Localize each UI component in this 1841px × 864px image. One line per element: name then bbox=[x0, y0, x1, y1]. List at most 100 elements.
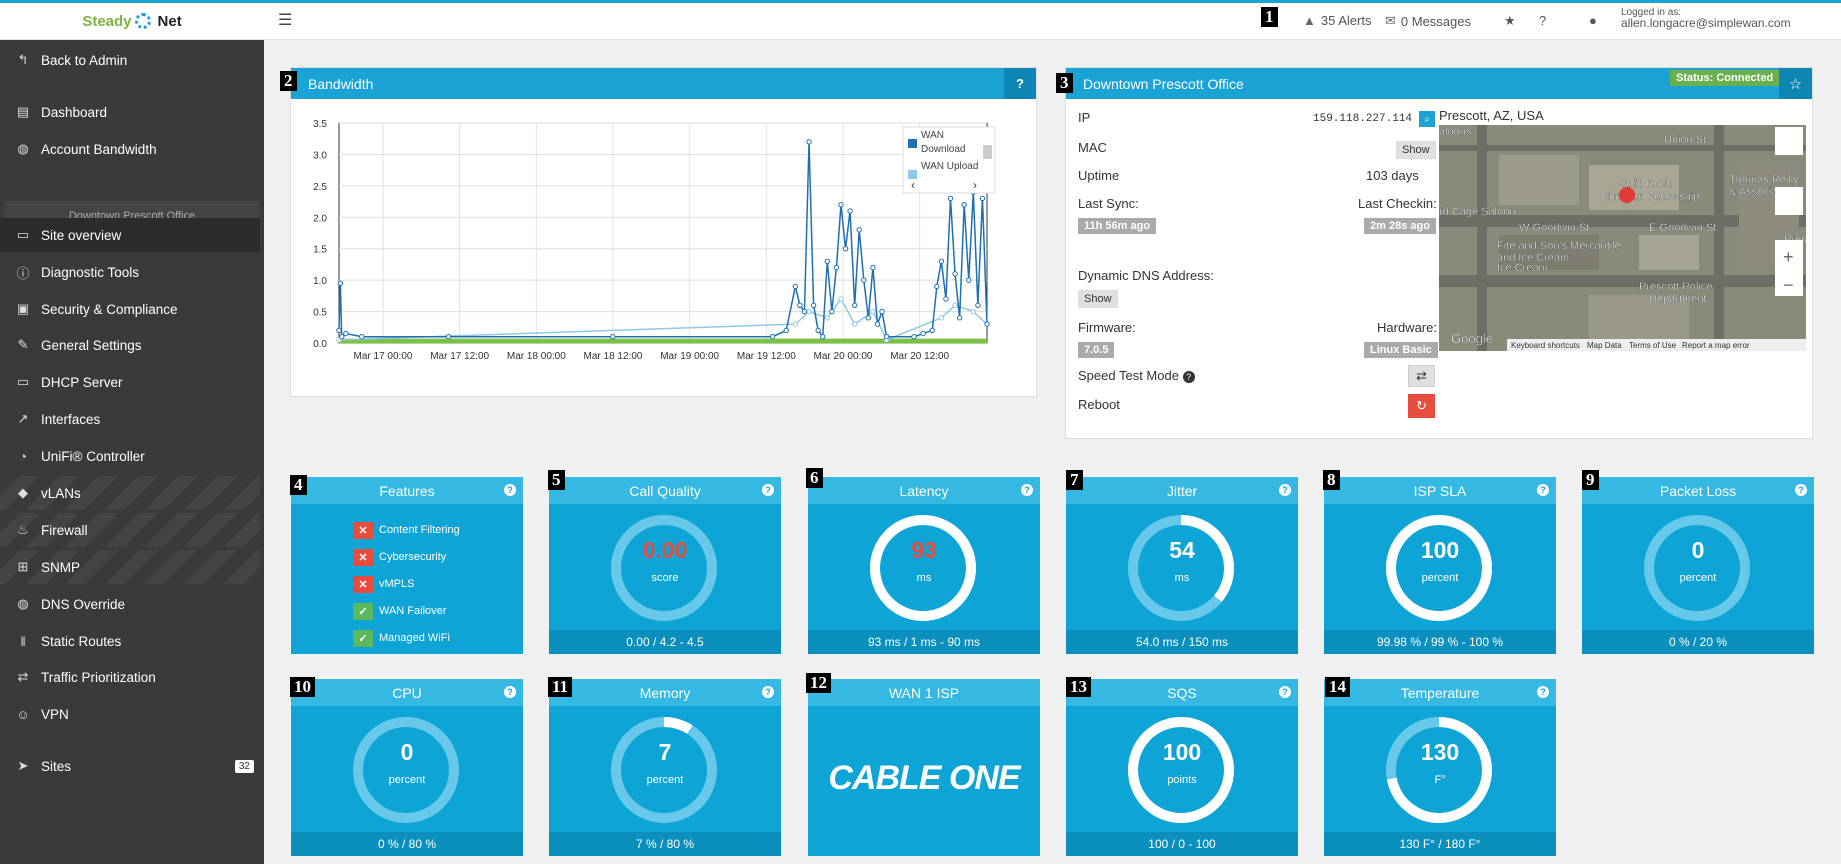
speedtest-toggle-button[interactable]: ⇄ bbox=[1408, 365, 1435, 387]
site-panel: Downtown Prescott Office Status: Connect… bbox=[1065, 67, 1813, 439]
site-map[interactable]: Union St Solid Rock Christian Fellowship Th… bbox=[1439, 125, 1806, 351]
map-footer-link[interactable]: Keyboard shortcuts bbox=[1511, 341, 1580, 350]
map-layers-button[interactable] bbox=[1775, 127, 1803, 155]
legend-prev-icon[interactable]: ‹ bbox=[911, 178, 915, 192]
map-zoom-control[interactable] bbox=[1775, 240, 1803, 296]
hamburger-menu-icon[interactable]: ☰ bbox=[278, 12, 293, 29]
data-point bbox=[336, 327, 342, 334]
sidebar-item-account-bandwidth[interactable]: ◍ Account Bandwidth bbox=[0, 132, 260, 166]
alerts-link[interactable]: ▲ 35 Alerts bbox=[1303, 13, 1371, 28]
sidebar-item-firewall[interactable]: ♨ Firewall bbox=[0, 513, 260, 547]
wrench-icon: ✎ bbox=[17, 337, 29, 352]
fire-icon: ♨ bbox=[17, 522, 29, 537]
help-icon[interactable]: ? bbox=[504, 484, 516, 496]
sidebar-item-snmp[interactable]: ⊞ SNMP bbox=[0, 550, 260, 584]
gauge-unit: ms bbox=[916, 572, 932, 584]
sidebar-item-dns-override[interactable]: ◍ DNS Override bbox=[0, 587, 260, 621]
sidebar-item-static-routes[interactable]: ‖ Static Routes bbox=[0, 624, 260, 658]
sidebar-item-general-settings[interactable]: ✎ General Settings bbox=[0, 328, 260, 362]
map-footer-link[interactable]: Map Data bbox=[1587, 341, 1622, 350]
legend-label-download-2[interactable]: Download bbox=[921, 144, 965, 155]
data-point bbox=[966, 277, 972, 283]
sidebar-item-interfaces[interactable]: ↗ Interfaces bbox=[0, 402, 260, 436]
sidebar-item-vpn[interactable]: ☺ VPN bbox=[0, 697, 260, 731]
sidebar-item-sites[interactable]: ➤ Sites 32 bbox=[0, 749, 260, 783]
legend-label-upload[interactable]: WAN Upload bbox=[921, 161, 978, 172]
tile-title: WAN 1 ISP bbox=[888, 684, 960, 701]
help-icon[interactable]: ? bbox=[1795, 484, 1807, 496]
data-point bbox=[920, 330, 926, 337]
gauge-value: 0 bbox=[1691, 537, 1705, 563]
street-view-icon[interactable] bbox=[1775, 187, 1803, 215]
gauge-value: 0.00 bbox=[642, 537, 688, 563]
map-pin-icon[interactable] bbox=[1619, 187, 1636, 219]
feature-label: WAN Failover bbox=[379, 605, 447, 617]
zoom-in-icon[interactable]: + bbox=[1783, 247, 1794, 267]
map-footer-link[interactable]: Report a map error bbox=[1682, 341, 1750, 350]
data-point bbox=[865, 315, 872, 321]
sidebar-item-unifi-controller[interactable]: ◔ UniFi® Controller bbox=[0, 439, 260, 473]
gauge-value: 100 bbox=[1162, 739, 1202, 765]
cross-icon: ✕ bbox=[353, 548, 373, 566]
gauge-unit: percent bbox=[388, 774, 426, 786]
uptime-label: Uptime bbox=[1078, 168, 1120, 183]
help-icon[interactable]: ? bbox=[1539, 13, 1547, 28]
data-point bbox=[943, 296, 949, 302]
map-footer-link[interactable]: Terms of Use bbox=[1629, 341, 1677, 350]
chart-legend: WAN Download WAN Upload ‹ › bbox=[902, 126, 996, 194]
zoom-out-icon[interactable]: − bbox=[1783, 275, 1794, 295]
ip-search-icon[interactable]: ⌕ bbox=[1419, 111, 1435, 127]
data-point bbox=[806, 139, 812, 145]
sidebar-item-label: VPN bbox=[41, 706, 69, 722]
sidebar-item-site-overview[interactable]: ▭ Site overview bbox=[0, 218, 260, 252]
help-icon[interactable]: ? bbox=[1537, 686, 1549, 698]
user-icon[interactable]: ● bbox=[1589, 13, 1597, 28]
sidebar-item-diagnostic-tools[interactable]: ⓘ Diagnostic Tools bbox=[0, 255, 260, 289]
help-icon[interactable]: ? bbox=[762, 484, 774, 496]
map-label: Thomas Reilly bbox=[1729, 174, 1799, 186]
reboot-button[interactable]: ↻ bbox=[1408, 394, 1435, 418]
annotation-badge: 8 bbox=[1323, 470, 1340, 490]
speedtest-help-icon[interactable]: ? bbox=[1182, 371, 1195, 383]
sidebar-item-label: Firewall bbox=[41, 522, 88, 538]
bandwidth-help-button[interactable]: ? bbox=[1004, 68, 1036, 99]
legend-next-icon[interactable]: › bbox=[973, 178, 977, 192]
y-tick-label: 1.0 bbox=[313, 276, 327, 287]
user-info[interactable]: Logged in as: allen.longacre@simplewan.co… bbox=[1621, 7, 1791, 29]
favorites-star-icon[interactable]: ★ bbox=[1504, 13, 1516, 28]
help-icon[interactable]: ? bbox=[1279, 686, 1291, 698]
sidebar-item-traffic-prioritization[interactable]: ⇄ Traffic Prioritization bbox=[0, 660, 260, 694]
exchange-icon: ⇄ bbox=[17, 669, 29, 684]
legend-label-download[interactable]: WAN bbox=[921, 130, 944, 141]
help-icon[interactable]: ? bbox=[1537, 484, 1549, 496]
gauge-value: 93 bbox=[911, 537, 937, 563]
tile-footer: 130 F° / 180 F° bbox=[1324, 832, 1556, 856]
sidebar-item-vlans[interactable]: ◆ vLANs bbox=[0, 476, 260, 510]
data-point bbox=[337, 280, 344, 286]
sidebar-item-label: Sites bbox=[41, 758, 72, 774]
sidebar-item-dhcp-server[interactable]: ▭ DHCP Server bbox=[0, 365, 260, 399]
y-tick-label: 3.0 bbox=[313, 150, 327, 161]
top-bar: ☰ ▲ 35 Alerts ✉ 0 Messages ★ ? ● Logged in… bbox=[264, 3, 1841, 40]
sidebar-item-label: UniFi® Controller bbox=[41, 448, 145, 464]
speedtest-row: Speed Test Mode ? bbox=[1078, 368, 1195, 383]
gauge bbox=[611, 717, 717, 823]
help-icon[interactable]: ? bbox=[762, 686, 774, 698]
star-icon[interactable]: ☆ bbox=[1779, 68, 1812, 99]
help-icon[interactable]: ? bbox=[504, 686, 516, 698]
mac-show-button[interactable]: Show bbox=[1396, 141, 1436, 159]
messages-link[interactable]: ✉ 0 Messages bbox=[1385, 13, 1471, 29]
sidebar-item-dashboard[interactable]: ▤ Dashboard bbox=[0, 95, 260, 129]
gauge-value: 130 bbox=[1420, 739, 1460, 765]
data-point bbox=[783, 327, 789, 334]
sidebar-item-security-compliance[interactable]: ▣ Security & Compliance bbox=[0, 292, 260, 326]
help-icon[interactable]: ? bbox=[1279, 484, 1291, 496]
ddns-show-button[interactable]: Show bbox=[1078, 290, 1118, 308]
app-logo[interactable]: Steady Net bbox=[0, 3, 264, 40]
last-sync-value: 11h 56m ago bbox=[1078, 218, 1157, 234]
firmware-value: 7.0.5 bbox=[1078, 342, 1115, 358]
gauge-unit: percent bbox=[1679, 572, 1717, 584]
sidebar-item-back-to-admin[interactable]: ↰ Back to Admin bbox=[0, 43, 260, 77]
legend-scrollbar[interactable] bbox=[983, 145, 992, 159]
help-icon[interactable]: ? bbox=[1021, 484, 1033, 496]
